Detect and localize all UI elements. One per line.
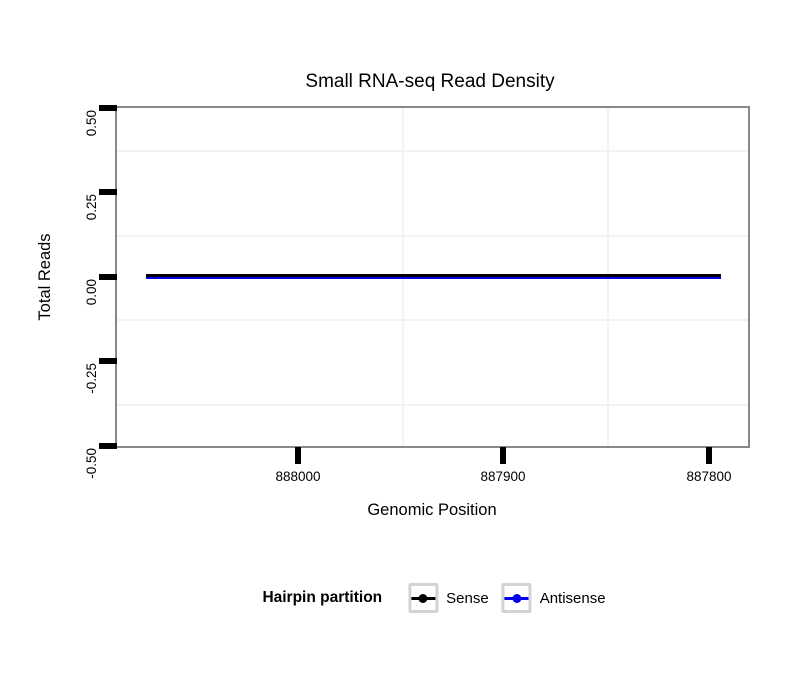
minor-gridline-horizontal (117, 404, 748, 406)
series-line-antisense (146, 276, 721, 279)
legend-title: Hairpin partition (262, 589, 383, 606)
x-tick-mark (500, 447, 506, 464)
y-tick-mark (99, 358, 117, 364)
y-tick-mark (99, 274, 117, 280)
plot-panel (117, 108, 748, 446)
y-tick-label: -0.50 (84, 448, 99, 479)
minor-gridline-horizontal (117, 150, 748, 152)
panel-border (115, 106, 750, 448)
x-tick-label: 887800 (686, 469, 732, 484)
minor-gridline-horizontal (117, 235, 748, 237)
y-tick-mark (99, 189, 117, 195)
x-tick-label: 887900 (480, 469, 526, 484)
sense-key-icon (408, 583, 439, 613)
minor-gridline-horizontal (117, 319, 748, 321)
antisense-point-icon (512, 593, 522, 603)
legend: Hairpin partition Sense Antisense (262, 583, 606, 613)
y-tick-label: 0.00 (84, 279, 99, 306)
x-axis-title: Genomic Position (367, 501, 497, 519)
y-axis-title: Total Reads (36, 233, 54, 321)
x-tick-mark (706, 447, 712, 464)
y-tick-mark (99, 105, 117, 111)
y-tick-label: -0.25 (84, 363, 99, 394)
y-tick-label: 0.50 (84, 110, 99, 137)
x-tick-mark (295, 447, 301, 464)
series-line-sense (146, 274, 721, 277)
chart-title: Small RNA-seq Read Density (305, 71, 555, 92)
sense-point-icon (418, 593, 428, 603)
y-tick-label: 0.25 (84, 194, 99, 221)
legend-label-antisense: Antisense (539, 589, 606, 607)
antisense-key-icon (501, 583, 532, 613)
y-tick-mark (99, 443, 117, 449)
legend-label-sense: Sense (446, 589, 489, 607)
x-tick-label: 888000 (275, 469, 321, 484)
